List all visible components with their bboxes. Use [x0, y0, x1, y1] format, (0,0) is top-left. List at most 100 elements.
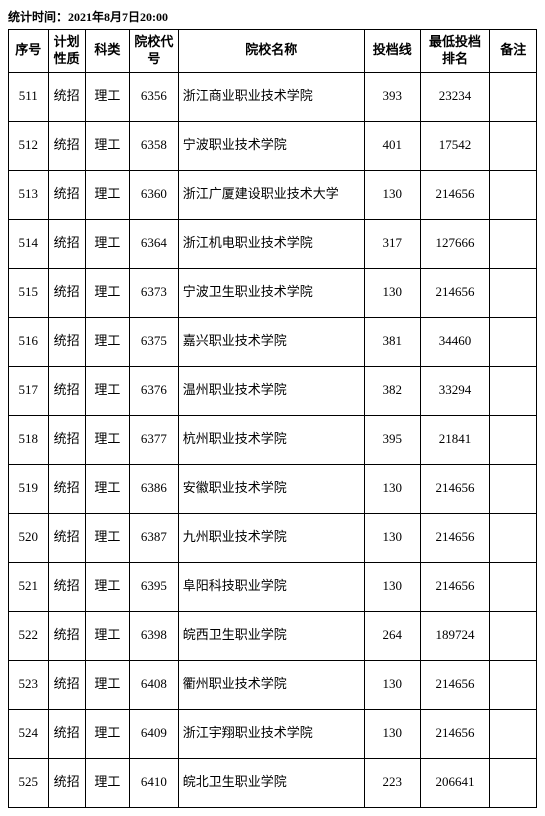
cell-cat: 理工 — [85, 611, 129, 660]
table-row: 521统招理工6395阜阳科技职业学院130214656 — [9, 562, 537, 611]
cell-code: 6398 — [129, 611, 178, 660]
cell-seq: 523 — [9, 660, 49, 709]
cell-name: 阜阳科技职业学院 — [178, 562, 364, 611]
table-row: 523统招理工6408衢州职业技术学院130214656 — [9, 660, 537, 709]
cell-rank: 214656 — [420, 513, 490, 562]
cell-code: 6395 — [129, 562, 178, 611]
table-row: 515统招理工6373宁波卫生职业技术学院130214656 — [9, 268, 537, 317]
cell-code: 6409 — [129, 709, 178, 758]
cell-seq: 516 — [9, 317, 49, 366]
cell-cat: 理工 — [85, 758, 129, 807]
cell-code: 6356 — [129, 72, 178, 121]
cell-seq: 511 — [9, 72, 49, 121]
table-header-row: 序号 计划性质 科类 院校代号 院校名称 投档线 最低投档排名 备注 — [9, 30, 537, 73]
cell-plan: 统招 — [48, 513, 85, 562]
cell-name: 衢州职业技术学院 — [178, 660, 364, 709]
timestamp-label: 统计时间：2021年8月7日20:00 — [8, 8, 537, 25]
cell-name: 安徽职业技术学院 — [178, 464, 364, 513]
cell-plan: 统招 — [48, 660, 85, 709]
col-seq: 序号 — [9, 30, 49, 73]
cell-rank: 33294 — [420, 366, 490, 415]
cell-rank: 23234 — [420, 72, 490, 121]
cell-seq: 517 — [9, 366, 49, 415]
admission-table: 序号 计划性质 科类 院校代号 院校名称 投档线 最低投档排名 备注 511统招… — [8, 29, 537, 808]
cell-plan: 统招 — [48, 415, 85, 464]
col-name: 院校名称 — [178, 30, 364, 73]
cell-rank: 189724 — [420, 611, 490, 660]
table-row: 519统招理工6386安徽职业技术学院130214656 — [9, 464, 537, 513]
cell-line: 130 — [364, 268, 420, 317]
cell-rank: 214656 — [420, 709, 490, 758]
cell-line: 381 — [364, 317, 420, 366]
cell-cat: 理工 — [85, 562, 129, 611]
cell-code: 6408 — [129, 660, 178, 709]
col-rank: 最低投档排名 — [420, 30, 490, 73]
cell-seq: 514 — [9, 219, 49, 268]
cell-code: 6373 — [129, 268, 178, 317]
cell-cat: 理工 — [85, 268, 129, 317]
col-line: 投档线 — [364, 30, 420, 73]
cell-cat: 理工 — [85, 366, 129, 415]
cell-note — [490, 317, 537, 366]
cell-line: 395 — [364, 415, 420, 464]
cell-note — [490, 121, 537, 170]
cell-note — [490, 758, 537, 807]
cell-cat: 理工 — [85, 464, 129, 513]
cell-note — [490, 660, 537, 709]
table-row: 513统招理工6360浙江广厦建设职业技术大学130214656 — [9, 170, 537, 219]
cell-seq: 515 — [9, 268, 49, 317]
cell-rank: 214656 — [420, 660, 490, 709]
cell-name: 浙江宇翔职业技术学院 — [178, 709, 364, 758]
cell-name: 浙江广厦建设职业技术大学 — [178, 170, 364, 219]
cell-name: 温州职业技术学院 — [178, 366, 364, 415]
cell-rank: 214656 — [420, 464, 490, 513]
cell-line: 393 — [364, 72, 420, 121]
cell-name: 浙江商业职业技术学院 — [178, 72, 364, 121]
cell-line: 130 — [364, 660, 420, 709]
cell-cat: 理工 — [85, 513, 129, 562]
cell-plan: 统招 — [48, 611, 85, 660]
cell-line: 317 — [364, 219, 420, 268]
cell-note — [490, 513, 537, 562]
cell-note — [490, 709, 537, 758]
cell-line: 130 — [364, 464, 420, 513]
cell-line: 130 — [364, 513, 420, 562]
cell-line: 223 — [364, 758, 420, 807]
cell-line: 130 — [364, 709, 420, 758]
cell-plan: 统招 — [48, 170, 85, 219]
cell-rank: 127666 — [420, 219, 490, 268]
cell-seq: 520 — [9, 513, 49, 562]
cell-cat: 理工 — [85, 317, 129, 366]
cell-note — [490, 268, 537, 317]
cell-seq: 518 — [9, 415, 49, 464]
cell-plan: 统招 — [48, 72, 85, 121]
cell-line: 130 — [364, 170, 420, 219]
cell-seq: 519 — [9, 464, 49, 513]
cell-rank: 214656 — [420, 170, 490, 219]
table-row: 524统招理工6409浙江宇翔职业技术学院130214656 — [9, 709, 537, 758]
cell-name: 皖西卫生职业学院 — [178, 611, 364, 660]
cell-code: 6386 — [129, 464, 178, 513]
cell-seq: 512 — [9, 121, 49, 170]
cell-cat: 理工 — [85, 709, 129, 758]
table-row: 514统招理工6364浙江机电职业技术学院317127666 — [9, 219, 537, 268]
cell-cat: 理工 — [85, 660, 129, 709]
cell-seq: 524 — [9, 709, 49, 758]
cell-cat: 理工 — [85, 219, 129, 268]
table-row: 517统招理工6376温州职业技术学院38233294 — [9, 366, 537, 415]
cell-note — [490, 170, 537, 219]
cell-code: 6410 — [129, 758, 178, 807]
cell-code: 6377 — [129, 415, 178, 464]
table-row: 522统招理工6398皖西卫生职业学院264189724 — [9, 611, 537, 660]
col-code: 院校代号 — [129, 30, 178, 73]
cell-cat: 理工 — [85, 170, 129, 219]
cell-plan: 统招 — [48, 366, 85, 415]
cell-plan: 统招 — [48, 317, 85, 366]
cell-code: 6360 — [129, 170, 178, 219]
table-row: 516统招理工6375嘉兴职业技术学院38134460 — [9, 317, 537, 366]
cell-rank: 21841 — [420, 415, 490, 464]
table-row: 518统招理工6377杭州职业技术学院39521841 — [9, 415, 537, 464]
cell-code: 6364 — [129, 219, 178, 268]
cell-note — [490, 611, 537, 660]
cell-line: 130 — [364, 562, 420, 611]
